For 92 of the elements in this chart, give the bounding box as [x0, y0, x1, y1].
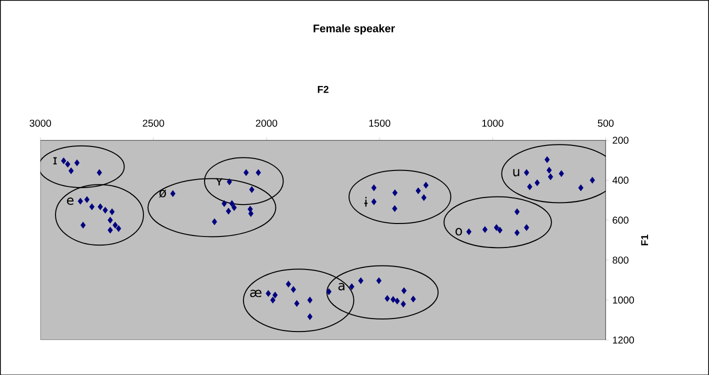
point [78, 198, 83, 204]
point [249, 186, 254, 193]
point [524, 169, 530, 176]
point [578, 184, 584, 191]
point [482, 226, 488, 233]
point [266, 290, 271, 297]
point [558, 170, 564, 177]
point [229, 200, 234, 207]
x-tick-label: 1000 [482, 120, 504, 127]
point [98, 203, 103, 210]
point [548, 173, 554, 180]
point [326, 288, 332, 295]
point [248, 206, 253, 212]
point [358, 277, 364, 284]
point [290, 286, 296, 293]
point [421, 194, 426, 201]
x-tick-label: 1500 [369, 120, 390, 127]
point [286, 280, 292, 288]
y-tick-label: 800 [612, 256, 628, 264]
series-label: ø [159, 189, 166, 198]
point [74, 159, 80, 166]
chart-title: Female speaker [314, 24, 395, 34]
point [494, 224, 500, 231]
point [212, 218, 218, 225]
x-tick-label: 500 [598, 120, 614, 127]
point [108, 226, 113, 234]
series-label: e [66, 197, 74, 205]
point [423, 182, 429, 188]
point [294, 300, 300, 307]
point [590, 176, 595, 184]
point [244, 169, 249, 176]
point [61, 157, 66, 164]
point [416, 187, 421, 194]
point [376, 277, 382, 284]
y-tick-label: 1000 [612, 296, 634, 304]
point [248, 210, 254, 217]
x-axis-title: F2 [318, 86, 328, 93]
point [466, 228, 472, 235]
y-tick-label: 1200 [612, 336, 634, 344]
point [401, 287, 407, 294]
series-label: ɨ [364, 196, 368, 206]
point [384, 294, 390, 302]
point [68, 167, 74, 174]
point [371, 198, 377, 205]
point [514, 229, 520, 236]
point [371, 184, 377, 191]
y-tick-label: 400 [612, 176, 628, 184]
x-tick-label: 2500 [142, 120, 164, 127]
point [108, 216, 113, 224]
point [307, 313, 313, 320]
point [170, 190, 176, 197]
series-label: o [456, 228, 462, 236]
series-label: a [338, 282, 344, 290]
y-tick-label: 600 [612, 216, 628, 224]
point [390, 296, 396, 303]
point [80, 222, 86, 228]
point [546, 166, 552, 174]
point [270, 296, 276, 304]
point [349, 283, 354, 290]
point [272, 291, 278, 298]
point [524, 224, 530, 231]
point [226, 178, 232, 185]
series-label: æ [250, 290, 262, 297]
x-tick-label: 2000 [256, 120, 278, 127]
point [96, 169, 102, 176]
point [410, 295, 416, 302]
point [65, 160, 70, 168]
series-label: ɪ [53, 157, 57, 164]
point [116, 224, 122, 232]
y-tick-label: 200 [612, 136, 628, 144]
point [400, 300, 406, 308]
point [89, 203, 95, 210]
point [226, 208, 232, 214]
point [84, 196, 90, 203]
series-label: u [513, 168, 520, 176]
point [392, 204, 398, 212]
point [534, 179, 540, 186]
point [256, 169, 261, 176]
point [392, 189, 398, 196]
y-axis-title: F1 [641, 234, 648, 246]
point [102, 206, 108, 214]
point [527, 183, 532, 190]
x-tick-label: 3000 [30, 120, 52, 127]
point [394, 297, 400, 304]
point [112, 222, 118, 228]
point [109, 208, 115, 215]
point [514, 208, 520, 215]
point [544, 156, 550, 163]
point [222, 200, 227, 207]
point [232, 204, 237, 211]
point [307, 296, 313, 304]
point [497, 226, 502, 234]
